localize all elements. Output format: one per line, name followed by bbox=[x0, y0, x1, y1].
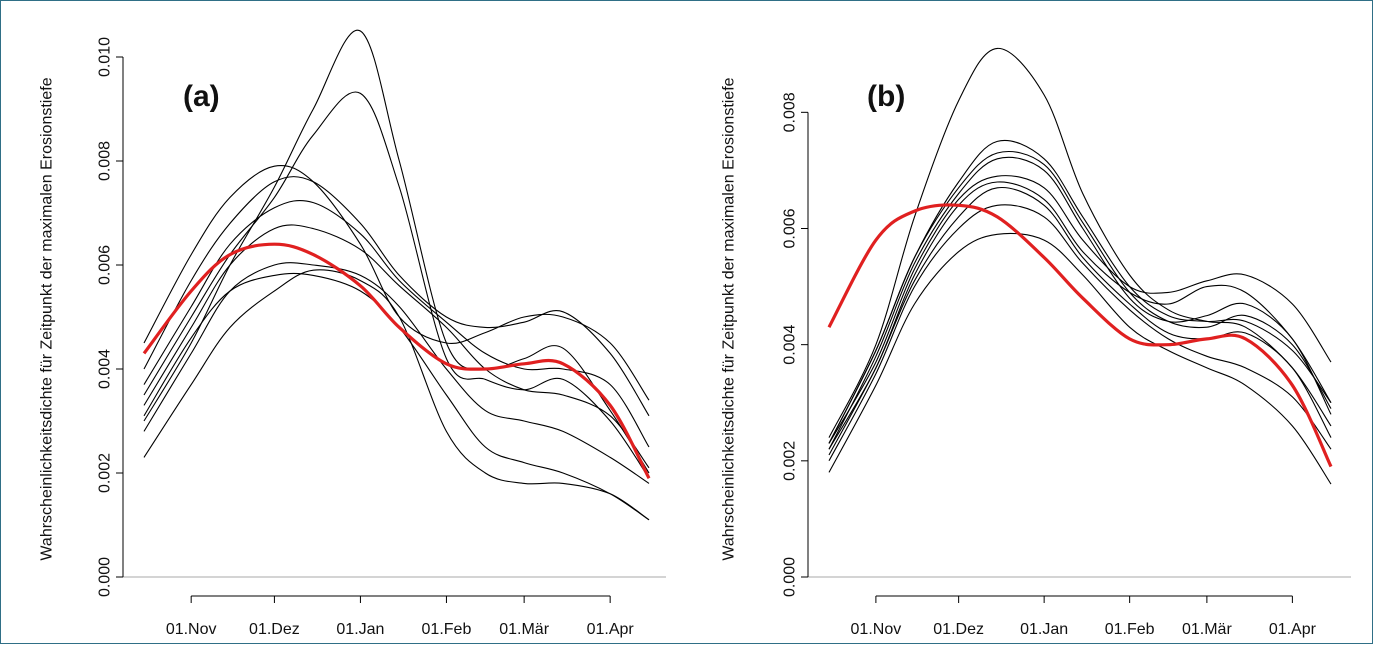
y-tick-label: 0.002 bbox=[97, 453, 114, 493]
y-axis-title: Wahrscheinlichkeitsdichte für Zeitpunkt … bbox=[39, 77, 56, 560]
series-line bbox=[828, 181, 1332, 450]
y-tick-label: 0.008 bbox=[782, 92, 799, 132]
series-line bbox=[828, 204, 1332, 462]
series-line bbox=[143, 272, 650, 521]
series-line bbox=[828, 47, 1332, 438]
y-tick-label: 0.006 bbox=[782, 208, 799, 248]
panel-label: (b) bbox=[867, 80, 905, 113]
series-line bbox=[143, 29, 650, 474]
series-line bbox=[828, 186, 1332, 456]
y-tick-label: 0.008 bbox=[97, 141, 114, 181]
series-line bbox=[828, 150, 1332, 444]
y-tick-label: 0.004 bbox=[97, 349, 114, 389]
panel-label: (a) bbox=[183, 80, 220, 113]
x-tick-label: 01.Mär bbox=[499, 621, 549, 638]
y-tick-label: 0.002 bbox=[782, 441, 799, 481]
x-tick-label: 01.Jan bbox=[1020, 621, 1068, 638]
x-tick-label: 01.Feb bbox=[422, 621, 472, 638]
series-line bbox=[828, 232, 1332, 485]
series-line bbox=[143, 269, 650, 521]
mean-series-line bbox=[142, 242, 651, 479]
y-tick-label: 0.006 bbox=[97, 245, 114, 285]
panel-b: 0.000 0.002 0.004 0.006 0.008 01.Nov 01.Dez 01.… bbox=[721, 47, 1351, 638]
series-line bbox=[143, 199, 650, 448]
series-line bbox=[143, 224, 650, 469]
y-tick-label: 0.000 bbox=[782, 557, 799, 597]
x-tick-label: 01.Apr bbox=[587, 621, 635, 638]
y-tick-label: 0.004 bbox=[782, 325, 799, 365]
series-line bbox=[143, 176, 650, 417]
x-tick-label: 01.Nov bbox=[166, 621, 217, 638]
x-tick-label: 01.Dez bbox=[933, 621, 984, 638]
y-tick-label: 0.000 bbox=[97, 557, 114, 597]
series-line bbox=[828, 156, 1332, 450]
series-line bbox=[143, 262, 650, 484]
y-tick-label: 0.010 bbox=[97, 37, 114, 77]
y-axis-title: Wahrscheinlichkeitsdichte für Zeitpunkt … bbox=[721, 77, 738, 560]
panel-a: 0.000 0.002 0.004 0.006 0.008 0.010 01.Nov 01.D… bbox=[39, 29, 666, 638]
x-tick-label: 01.Feb bbox=[1105, 621, 1155, 638]
x-tick-label: 01.Dez bbox=[249, 621, 300, 638]
x-tick-label: 01.Nov bbox=[851, 621, 902, 638]
x-tick-label: 01.Jan bbox=[336, 621, 384, 638]
series-line bbox=[828, 175, 1332, 444]
x-tick-label: 01.Apr bbox=[1269, 621, 1317, 638]
x-tick-label: 01.Mär bbox=[1182, 621, 1232, 638]
mean-series-line bbox=[827, 203, 1333, 468]
